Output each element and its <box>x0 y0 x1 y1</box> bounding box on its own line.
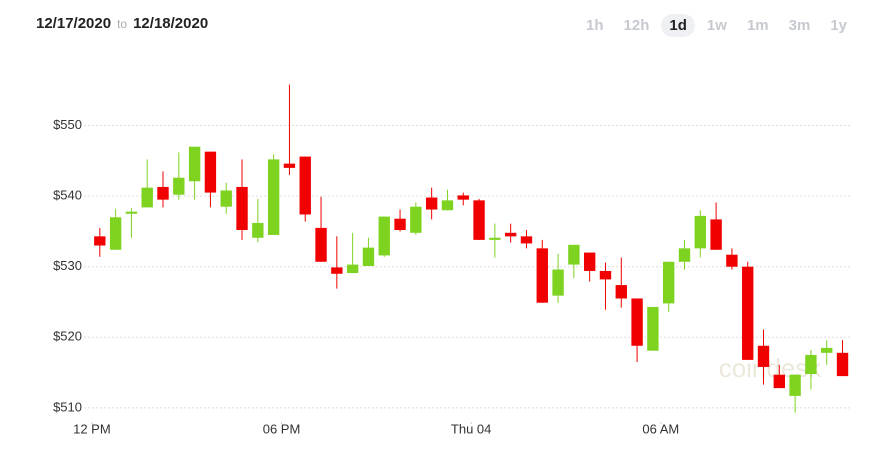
candle-body <box>599 270 612 280</box>
candle-body <box>726 254 738 267</box>
candle-body <box>346 264 359 274</box>
candle-body <box>362 247 375 266</box>
candle-body <box>694 215 706 249</box>
range-button[interactable]: 1d <box>661 14 695 37</box>
candle-body <box>473 200 485 240</box>
x-tick-label: 12 PM <box>73 421 111 436</box>
candle-body <box>457 195 469 200</box>
candle-body <box>331 267 343 274</box>
y-tick-label: $530 <box>53 258 82 273</box>
candle-body <box>489 237 501 240</box>
candle-body <box>583 252 596 271</box>
range-button[interactable]: 1h <box>586 17 604 34</box>
x-tick-label: 06 AM <box>642 421 679 436</box>
separator: to <box>117 17 128 31</box>
candle-body <box>663 261 675 304</box>
candle-body <box>821 347 833 353</box>
y-tick-label: $540 <box>53 188 82 203</box>
candle-body <box>520 236 533 244</box>
candle-body <box>252 222 264 238</box>
y-tick-label: $520 <box>53 329 82 344</box>
date-range: 12/17/2020 to 12/18/2020 <box>36 15 208 32</box>
candle-body <box>173 177 185 195</box>
x-tick-label: Thu 04 <box>451 421 491 436</box>
start-date: 12/17/2020 <box>36 15 112 32</box>
candle-body <box>742 266 754 360</box>
candle-body <box>220 190 232 207</box>
candle-body <box>789 374 801 396</box>
candle-body <box>757 345 770 367</box>
candle-body <box>647 306 659 351</box>
candle-body <box>410 206 422 233</box>
candle-body <box>236 186 248 230</box>
candle-body <box>94 236 106 246</box>
candle-body <box>504 232 517 237</box>
candle-body <box>141 187 153 208</box>
range-button[interactable]: 3m <box>788 17 811 34</box>
candle-body <box>631 298 643 346</box>
watermark: coindesk <box>719 353 823 383</box>
candle-body <box>678 248 691 262</box>
candle-body <box>425 197 438 210</box>
candle-body <box>441 200 454 211</box>
candle-body <box>836 352 849 377</box>
candle-body <box>615 285 627 299</box>
candle-body <box>283 163 296 168</box>
y-tick-label: $510 <box>53 399 82 414</box>
candle-body <box>536 248 548 303</box>
candle-body <box>568 244 580 265</box>
x-tick-label: 06 PM <box>263 421 301 436</box>
candle-body <box>267 159 280 235</box>
candle-body <box>204 151 217 193</box>
candle-body <box>109 217 122 250</box>
y-tick-label: $550 <box>53 117 82 132</box>
candle-body <box>710 219 722 250</box>
range-button[interactable]: 1w <box>706 17 727 34</box>
candle-body <box>773 374 785 389</box>
candle-body <box>394 218 406 230</box>
range-button[interactable]: 12h <box>623 17 650 34</box>
candle-body <box>125 211 138 214</box>
candle-body <box>157 186 169 200</box>
candle-body <box>315 227 327 262</box>
candle-body <box>552 269 564 296</box>
end-date: 12/18/2020 <box>133 15 209 32</box>
range-buttons: 1h 12h 1d 1w 1m 3m 1y <box>578 14 855 37</box>
range-button[interactable]: 1y <box>830 17 847 34</box>
range-button[interactable]: 1m <box>746 17 769 34</box>
candle-body <box>188 146 201 182</box>
candle-body <box>805 354 817 374</box>
candle-body <box>299 156 311 215</box>
candle-body <box>378 216 390 256</box>
